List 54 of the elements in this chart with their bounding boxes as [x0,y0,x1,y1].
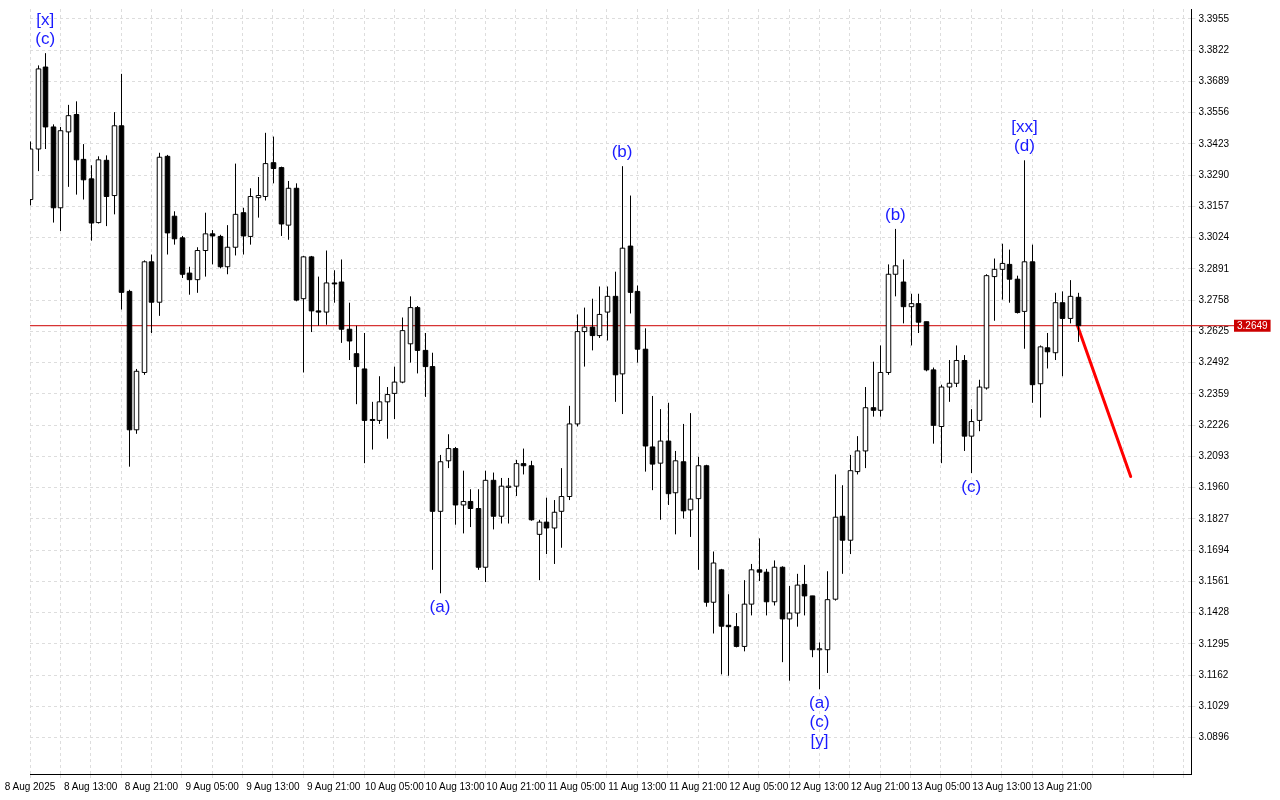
y-tick-label: 3.0896 [1198,731,1230,743]
y-tick-label: 3.2492 [1198,356,1230,368]
y-tick-label: 3.3024 [1198,231,1230,243]
x-tick-label: 11 Aug 13:00 [608,780,667,792]
y-tick-label: 3.3157 [1198,200,1230,212]
y-tick-label: 3.1827 [1198,512,1230,524]
x-tick-label: 9 Aug 21:00 [306,780,361,792]
x-tick-label: 12 Aug 21:00 [850,780,911,792]
y-tick-label: 3.1694 [1198,543,1230,555]
x-tick-label: 11 Aug 21:00 [668,780,728,792]
annotation: (c) [961,476,982,496]
annotation: [xx] [1011,117,1038,136]
annotation: [y] [810,730,829,750]
y-tick-label: 3.2758 [1198,293,1230,305]
annotation: (a) [429,597,451,617]
y-tick-label: 3.1960 [1198,481,1230,493]
x-tick-label: 13 Aug 21:00 [1032,780,1093,792]
x-tick-label: 8 Aug 2025 [4,780,56,792]
y-tick-label: 3.3689 [1198,75,1230,87]
y-tick-label: 3.3423 [1198,137,1230,149]
x-tick-label: 10 Aug 13:00 [425,780,485,792]
x-tick-label: 13 Aug 13:00 [972,780,1032,792]
x-tick-label: 9 Aug 13:00 [246,780,301,792]
y-tick-label: 3.3955 [1198,12,1230,24]
y-tick-label: 3.3556 [1198,106,1230,118]
y-tick-label: 3.2891 [1198,262,1230,274]
y-tick-label: 3.3822 [1198,43,1230,55]
annotation: (d) [1014,136,1035,155]
y-tick-label: 3.1561 [1198,575,1230,587]
annotation: (c) [809,711,830,731]
x-tick-label: 10 Aug 05:00 [364,780,425,792]
y-tick-label: 3.1029 [1198,700,1230,712]
x-tick-label: 8 Aug 21:00 [124,780,179,792]
y-tick-label: 3.2625 [1198,325,1230,337]
y-tick-label: 3.1295 [1198,637,1230,649]
y-tick-label: 3.1162 [1198,668,1229,680]
y-tick-label: 3.1428 [1198,606,1230,618]
y-tick-label: 3.2093 [1198,450,1230,462]
annotation: (b) [884,204,906,224]
y-tick-label: 3.2226 [1198,418,1230,430]
annotation: [x] [36,9,55,29]
x-tick-label: 8 Aug 13:00 [64,780,118,792]
x-tick-label: 12 Aug 05:00 [729,780,789,792]
x-tick-label: 9 Aug 05:00 [185,780,240,792]
annotation: (b) [611,141,633,161]
ref-line-label: 3.2649 [1237,319,1269,331]
annotation: (a) [809,692,830,712]
x-tick-label: 11 Aug 05:00 [547,780,607,792]
y-tick-label: 3.3290 [1198,168,1230,180]
x-tick-label: 13 Aug 05:00 [911,780,971,792]
y-tick-label: 3.2359 [1198,387,1230,399]
x-tick-label: 12 Aug 13:00 [789,780,850,792]
x-tick-label: 10 Aug 21:00 [486,780,546,792]
annotation: (c) [35,28,56,48]
